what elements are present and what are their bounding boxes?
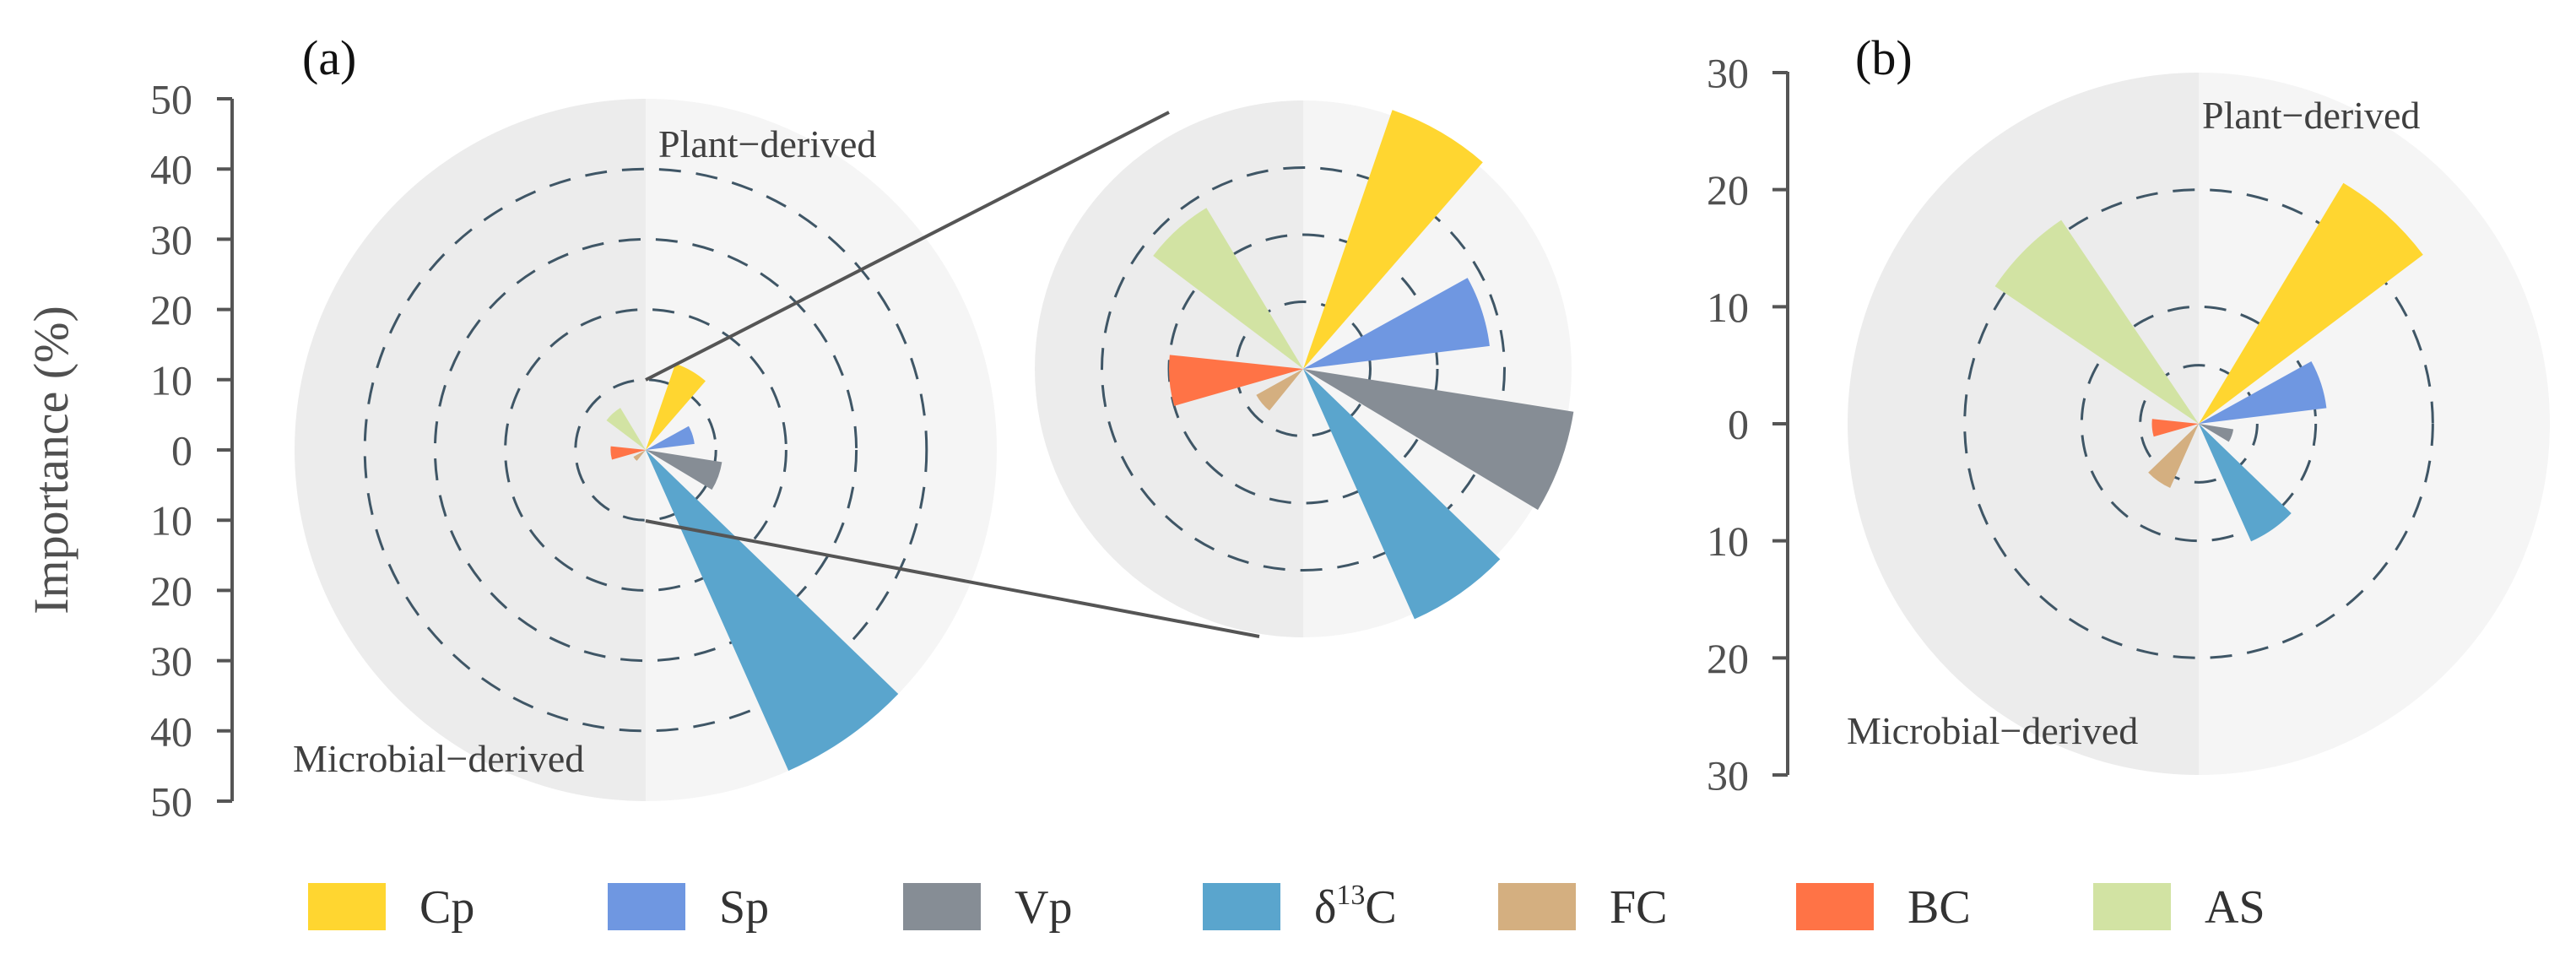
bar-as [1153, 208, 1303, 369]
grid-ring [1235, 301, 1372, 437]
panel-a: (a) Importance (%) 504030201001020304050… [24, 30, 1574, 826]
y-tick-label: 10 [150, 497, 192, 545]
y-tick-label: 20 [1707, 166, 1749, 214]
panel-a-microbial-label: Microbial−derived [293, 737, 584, 780]
y-tick-label: 50 [150, 778, 192, 826]
y-tick-label: 0 [171, 427, 192, 474]
legend-label: FC [1610, 881, 1668, 934]
y-tick-label: 0 [1728, 401, 1749, 448]
bar-cp [2199, 182, 2423, 424]
grid-ring [433, 237, 858, 663]
legend-swatch [1796, 883, 1874, 930]
grid-ring [2139, 364, 2259, 484]
panel-b-label: (b) [1855, 30, 1913, 85]
grid-ring [2080, 305, 2318, 543]
bar-bc [610, 446, 646, 460]
bar-sp [646, 425, 695, 450]
panel-b-plant-label: Plant−derived [2202, 94, 2420, 137]
panel-a-polar: Plant−derived Microbial−derived [293, 99, 997, 801]
bar-vp [646, 450, 722, 490]
bar-fc [1256, 369, 1303, 411]
legend-label: BC [1908, 881, 1971, 934]
panel-a-y-axis: 50 40 30 20 10 0 10 20 30 40 50 [150, 76, 234, 826]
zoom-connector-bottom [645, 519, 1260, 638]
bar-13c [1303, 369, 1501, 620]
panel-b-bars [1994, 182, 2423, 542]
grid-ring [504, 308, 787, 592]
y-tick-label: 10 [1707, 517, 1749, 565]
y-axis-title: Importance (%) [24, 306, 78, 615]
panel-a-y-ticks: 50 40 30 20 10 0 10 20 30 40 50 [150, 76, 232, 826]
legend-swatch [1203, 883, 1280, 930]
zoom-connector-top [645, 111, 1170, 382]
bar-fc [2148, 424, 2199, 489]
panel-b-right-half [2199, 73, 2550, 775]
bar-vp [2199, 424, 2234, 442]
y-tick-label: 40 [150, 146, 192, 193]
panel-b-microbial-label: Microbial−derived [1847, 709, 2138, 752]
legend-swatch [608, 883, 685, 930]
inset-bars [1153, 110, 1574, 620]
panel-b-polar: Plant−derived Microbial−derived [1847, 73, 2550, 775]
panel-a-left-half [295, 99, 646, 801]
y-tick-label: 10 [1707, 284, 1749, 331]
panel-a-label: (a) [302, 30, 356, 85]
panel-a-bars [606, 363, 899, 772]
bar-bc [1168, 355, 1303, 406]
y-tick-label: 10 [150, 356, 192, 404]
bar-as [606, 408, 646, 450]
bar-vp [1303, 369, 1574, 511]
bar-13c [646, 450, 899, 772]
bar-sp [2199, 361, 2327, 424]
y-tick-label: 20 [1707, 635, 1749, 682]
y-tick-label: 50 [150, 76, 192, 123]
bar-cp [646, 363, 706, 450]
legend-label: Cp [419, 881, 474, 934]
panel-a-plant-label: Plant−derived [658, 122, 876, 165]
legend-swatch [903, 883, 981, 930]
panel-b-y-axis: 30 20 10 0 10 20 30 [1707, 50, 1789, 799]
panel-a-rings [363, 167, 928, 733]
bar-sp [1303, 278, 1490, 369]
bar-cp [1303, 110, 1483, 370]
bar-as [1994, 219, 2199, 424]
bar-13c [2199, 424, 2292, 542]
y-tick-label: 20 [150, 567, 192, 615]
panel-b-y-ticks: 30 20 10 0 10 20 30 [1707, 50, 1788, 799]
legend: Cp Sp Vp δ13C FC BC AS [308, 880, 2265, 934]
panel-a-inset [1035, 100, 1574, 637]
y-tick-label: 20 [150, 286, 192, 333]
y-tick-label: 30 [1707, 50, 1749, 97]
y-tick-label: 30 [150, 637, 192, 685]
legend-swatch [308, 883, 386, 930]
legend-label: AS [2205, 881, 2265, 934]
y-tick-label: 40 [150, 707, 192, 755]
panel-b-rings [1963, 188, 2434, 659]
grid-ring [1963, 188, 2434, 659]
y-tick-label: 30 [1707, 752, 1749, 799]
bar-fc [633, 450, 646, 461]
grid-ring [363, 167, 928, 733]
bar-bc [2151, 419, 2199, 437]
grid-ring [574, 378, 717, 522]
panel-b-left-half [1848, 73, 2199, 775]
legend-label: δ13C [1314, 880, 1397, 934]
legend-label: Sp [719, 881, 769, 934]
panel-b: (b) 30 20 10 0 10 20 30 Plant−derived Microbia… [1707, 30, 2550, 799]
grid-ring [1101, 166, 1506, 572]
legend-label: Vp [1015, 881, 1072, 934]
y-tick-label: 30 [150, 216, 192, 263]
legend-swatch [1498, 883, 1576, 930]
legend-swatch [2093, 883, 2171, 930]
